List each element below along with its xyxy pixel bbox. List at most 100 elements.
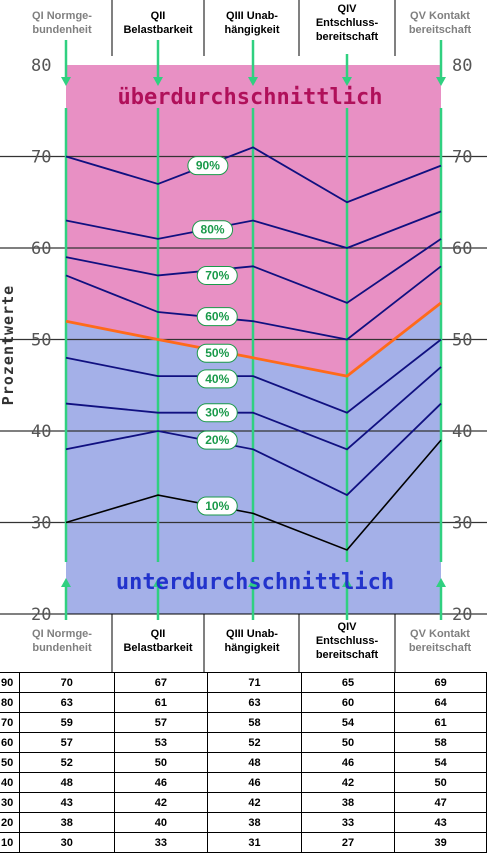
percentile-labels: 90% 80% 70% 60% 50% 40% 30% 20% 10% <box>187 156 238 516</box>
zone-above-label: überdurchschnittlich <box>118 85 383 110</box>
table-cell: 61 <box>113 692 209 713</box>
table-row: 20 38 40 38 33 43 <box>0 812 487 833</box>
table-cell: 54 <box>394 752 487 773</box>
column-header-5-line-2: bereitschaft <box>409 642 472 654</box>
arrow-bottom-2-head <box>153 578 163 587</box>
arrow-top-4-head <box>342 77 352 86</box>
column-header-2-line-2: Belastbarkeit <box>123 642 192 654</box>
percentile-badge-80pct <box>192 220 234 240</box>
arrow-bottom-5-head <box>436 578 446 587</box>
table-row: 30 43 42 42 38 47 <box>0 792 487 813</box>
column-header-5-line-1: QV Kontakt <box>410 628 470 640</box>
table-cell: 50 <box>113 752 209 773</box>
column-header-3-line-1: QIII Unab- <box>226 628 278 640</box>
column-header-3-line-1: QIII Unab- <box>226 10 278 22</box>
series-line-70pct <box>65 238 442 304</box>
table-percentile: 60 <box>0 732 20 753</box>
y-tick-right-30: 30 <box>452 514 472 534</box>
table-cell: 27 <box>300 832 396 853</box>
table-cell: 46 <box>113 772 209 793</box>
table-row: 80 63 61 63 60 64 <box>0 692 487 713</box>
percentile-label-70pct: 70% <box>205 268 229 282</box>
y-tick-right-20: 20 <box>452 605 472 625</box>
series-line-40pct <box>65 338 442 414</box>
percentile-label-60pct: 60% <box>205 310 229 324</box>
table-cell: 65 <box>300 672 396 693</box>
column-header-2-line-2: Belastbarkeit <box>123 24 192 36</box>
table-cell: 42 <box>300 772 396 793</box>
values-table: 90 70 67 71 65 69 80 63 61 63 60 64 70 59 57 58 54 61 60 57… <box>0 672 487 853</box>
table-row: 50 52 50 48 46 54 <box>0 752 487 773</box>
table-row: 90 70 67 71 65 69 <box>0 672 487 693</box>
percentile-series <box>65 146 442 551</box>
y-tick-left-50: 50 <box>31 331 51 351</box>
table-percentile: 20 <box>0 812 20 833</box>
table-cell: 43 <box>18 792 115 813</box>
y-tick-left-30: 30 <box>31 514 51 534</box>
percentile-badge-60pct <box>196 307 238 327</box>
series-line-20pct <box>65 402 442 497</box>
bottom-column-headers: QI Normge-bundenheit QII Belastbarkeit QIII… <box>32 621 471 661</box>
y-tick-labels: 20 20 30 30 40 40 50 50 60 60 70 70 80 80 <box>31 56 472 625</box>
percentile-badge-30pct <box>196 403 238 423</box>
percentile-label-90pct: 90% <box>196 159 220 173</box>
table-cell: 42 <box>207 792 302 813</box>
table-cell: 57 <box>113 712 209 733</box>
arrow-top-5-head <box>436 77 446 86</box>
table-percentile: 40 <box>0 772 20 793</box>
y-axis-label: Prozentwerte <box>0 285 17 405</box>
table-cell: 61 <box>394 712 487 733</box>
table-cell: 58 <box>394 732 487 753</box>
column-header-4-line-1: QIV <box>338 3 358 15</box>
table-cell: 38 <box>207 812 302 833</box>
percentile-label-80pct: 80% <box>201 223 225 237</box>
table-cell: 53 <box>113 732 209 753</box>
column-header-1-line-2: bundenheit <box>32 24 92 36</box>
table-cell: 46 <box>300 752 396 773</box>
percentile-label-50pct: 50% <box>205 346 229 360</box>
table-cell: 71 <box>207 672 302 693</box>
table-cell: 42 <box>113 792 209 813</box>
table-cell: 59 <box>18 712 115 733</box>
column-header-1-line-1: QI Normge- <box>32 10 92 22</box>
y-tick-right-70: 70 <box>452 148 472 168</box>
y-tick-left-70: 70 <box>31 148 51 168</box>
arrow-top-2-head <box>153 77 163 86</box>
arrow-bottom-1-head <box>61 578 71 587</box>
series-line-60pct <box>65 265 442 341</box>
table-cell: 38 <box>18 812 115 833</box>
table-cell: 63 <box>207 692 302 713</box>
table-cell: 31 <box>207 832 302 853</box>
table-cell: 50 <box>300 732 396 753</box>
column-header-4-line-3: bereitschaft <box>316 649 379 661</box>
arrow-bottom-4-head <box>342 578 352 587</box>
table-row: 70 59 57 58 54 61 <box>0 712 487 733</box>
table-cell: 47 <box>394 792 487 813</box>
series-line-10pct <box>65 439 442 551</box>
column-header-2-line-1: QII <box>151 10 166 22</box>
column-header-4-line-2: Entschluss- <box>316 17 379 29</box>
percentile-label-20pct: 20% <box>205 433 229 447</box>
table-percentile: 80 <box>0 692 20 713</box>
table-cell: 33 <box>300 812 396 833</box>
table-cell: 67 <box>113 672 209 693</box>
y-tick-right-40: 40 <box>452 422 472 442</box>
y-tick-right-50: 50 <box>452 331 472 351</box>
arrow-top-3-head <box>248 77 258 86</box>
table-row: 60 57 53 52 50 58 <box>0 732 487 753</box>
y-tick-right-60: 60 <box>452 239 472 259</box>
column-header-1-line-1: QI Normge- <box>32 628 92 640</box>
column-header-4-line-2: Entschluss- <box>316 635 379 647</box>
table-percentile: 90 <box>0 672 20 693</box>
column-header-4-line-3: bereitschaft <box>316 31 379 43</box>
percentile-badge-90pct <box>187 156 229 176</box>
series-line-30pct <box>65 366 442 451</box>
top-column-headers: QI Normge-bundenheit QII Belastbarkeit QIII… <box>32 3 471 43</box>
column-header-1-line-2: bundenheit <box>32 642 92 654</box>
percentile-chart: QI Normge-bundenheit QII Belastbarkeit QIII… <box>0 0 487 672</box>
table-percentile: 50 <box>0 752 20 773</box>
grid-lines <box>0 0 487 672</box>
column-header-3-line-2: hängigkeit <box>224 642 279 654</box>
table-cell: 60 <box>300 692 396 713</box>
series-line-50pct <box>65 301 442 378</box>
